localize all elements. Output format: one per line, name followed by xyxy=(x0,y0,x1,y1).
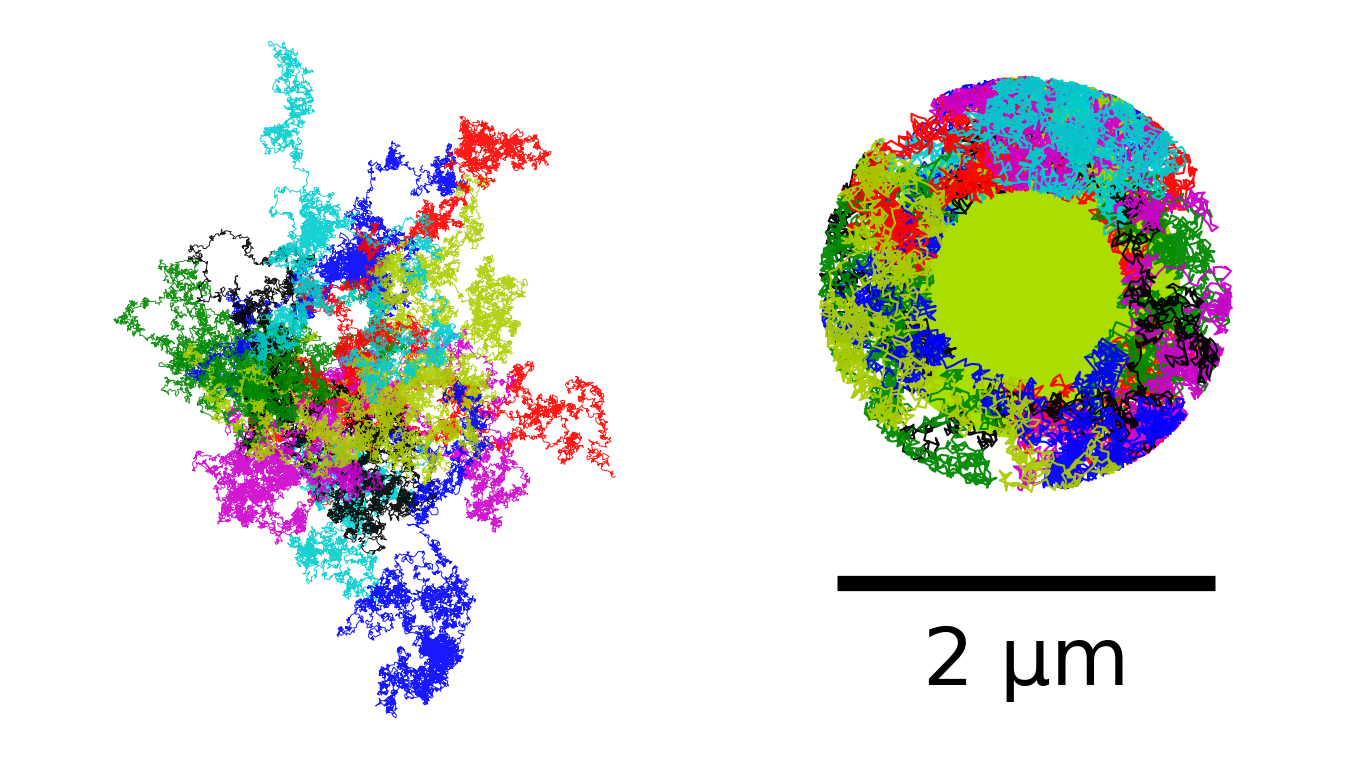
Ellipse shape xyxy=(872,131,1180,439)
Text: 2 μm: 2 μm xyxy=(923,624,1129,702)
